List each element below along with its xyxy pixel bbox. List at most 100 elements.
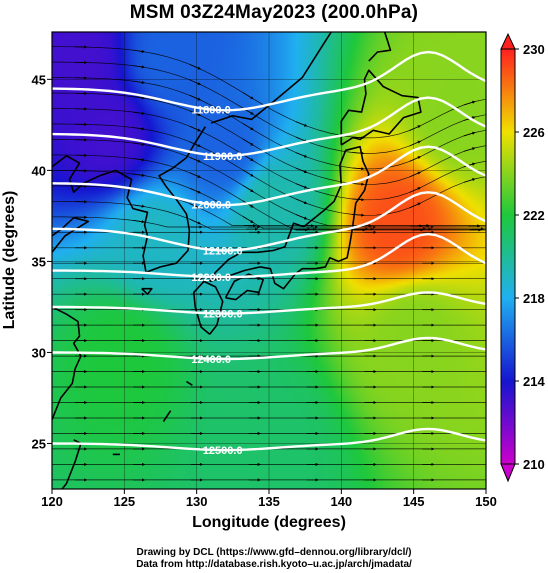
x-tick-label: 150 [475,494,497,509]
contour-label: 12100.0 [203,245,243,257]
wind-arrow [295,152,308,158]
wind-arrow [189,79,202,85]
wind-arrow [189,187,202,194]
contour-label: 12400.0 [191,354,231,366]
wind-arrow [132,96,145,100]
x-axis-ticks: 120 125 130 135 140 145 150 [41,489,497,509]
wind-arrow [352,167,365,171]
wind-arrow [242,92,254,100]
x-tick-label: 135 [258,494,280,509]
coastline [162,410,172,423]
wind-arrow [352,136,365,140]
wind-arrow [242,169,254,177]
wind-arrow [409,140,421,147]
wind-arrow [409,202,421,209]
grid-lines [52,32,486,489]
wind-arrow [295,198,308,204]
wind-arrow [352,198,365,202]
x-tick-label: 145 [403,494,425,509]
coastline [340,69,422,146]
wind-arrow [463,178,476,183]
wind-arrow [463,100,476,106]
x-tick-label: 130 [186,494,208,509]
credit-data: Data from http://database.rish.kyoto–u.a… [136,559,412,570]
wind-streamlines [52,45,486,482]
colorbar-tick-label: 230 [523,42,545,57]
coastline [186,380,193,386]
contour-line [52,145,486,207]
streamline [52,216,486,228]
colorbar-body [500,48,516,465]
wind-arrow [132,65,145,69]
wind-arrow [463,147,476,152]
colorbar-tick-label: 218 [523,291,545,306]
wind-arrow [463,131,476,137]
plot-area: 11800.0 11900.0 12000.0 12100.0 12200.0 12300… [52,32,486,489]
wind-arrow [132,142,145,146]
wind-arrow [132,49,145,54]
y-tick-label: 45 [32,72,46,87]
wind-arrow [189,141,202,147]
wind-arrow [132,204,145,208]
wind-arrow [132,219,145,224]
wind-arrow [295,214,308,220]
colorbar-ticks: 210 214 218 222 226 230 [515,42,545,472]
wind-arrow [463,162,476,168]
height-contours: 11800.0 11900.0 12000.0 12100.0 12200.0 12300… [52,50,486,457]
wind-arrow [132,80,145,84]
y-tick-label: 40 [32,163,46,178]
contour-label: 11900.0 [203,151,242,163]
colorbar: 210 214 218 222 226 230 [500,32,545,483]
contour-line [52,96,486,158]
colorbar-tick-label: 210 [523,457,545,472]
contour-label: 12500.0 [203,445,243,457]
wind-arrow [295,167,308,174]
wind-arrow [189,125,202,132]
coastline [52,216,89,253]
wind-arrow [409,125,421,131]
coastline [52,155,67,168]
contour-label: 12000.0 [191,199,231,211]
x-axis-label: Longitude (degrees) [192,514,346,531]
y-axis-label: Latitude (degrees) [1,191,18,330]
y-tick-label: 30 [32,345,46,360]
wind-arrow [352,213,365,217]
wind-arrow [132,111,145,115]
colorbar-min-triangle [500,463,516,483]
wind-arrow [189,218,202,225]
wind-arrow [189,63,202,70]
contour-line [52,232,486,279]
coastline [210,32,332,124]
coastline [193,280,224,335]
wind-arrow [295,121,308,127]
wind-arrow [242,185,254,193]
coastline [61,439,82,489]
wind-arrow [242,216,254,224]
contour-label: 11800.0 [192,105,231,117]
y-axis-ticks: 25 30 35 40 45 [32,72,52,451]
wind-arrow [132,173,145,177]
colorbar-tick-label: 226 [523,125,545,140]
x-tick-label: 140 [330,494,352,509]
coastline [368,32,392,62]
contour-line [52,336,486,361]
colorbar-tick-label: 214 [523,374,545,389]
contour-line [52,50,486,112]
chart-title: MSM 03Z24May2023 (200.0hPa) [129,2,419,23]
contour-label: 12200.0 [191,272,231,284]
credit-drawing: Drawing by DCL (https://www.gfd–dennou.o… [136,547,412,558]
coastline [141,287,153,295]
x-tick-label: 125 [113,494,135,509]
wind-arrow [352,151,365,155]
wind-arrow [409,156,421,162]
wind-arrow [409,171,421,178]
wind-arrow [189,94,202,101]
wind-arrow [409,187,421,193]
wind-arrow [132,158,145,162]
contour-line [52,291,486,315]
contour-line [52,427,486,452]
contour-label: 12300.0 [203,308,243,320]
x-tick-label: 120 [41,494,63,509]
wind-arrow [132,127,145,131]
